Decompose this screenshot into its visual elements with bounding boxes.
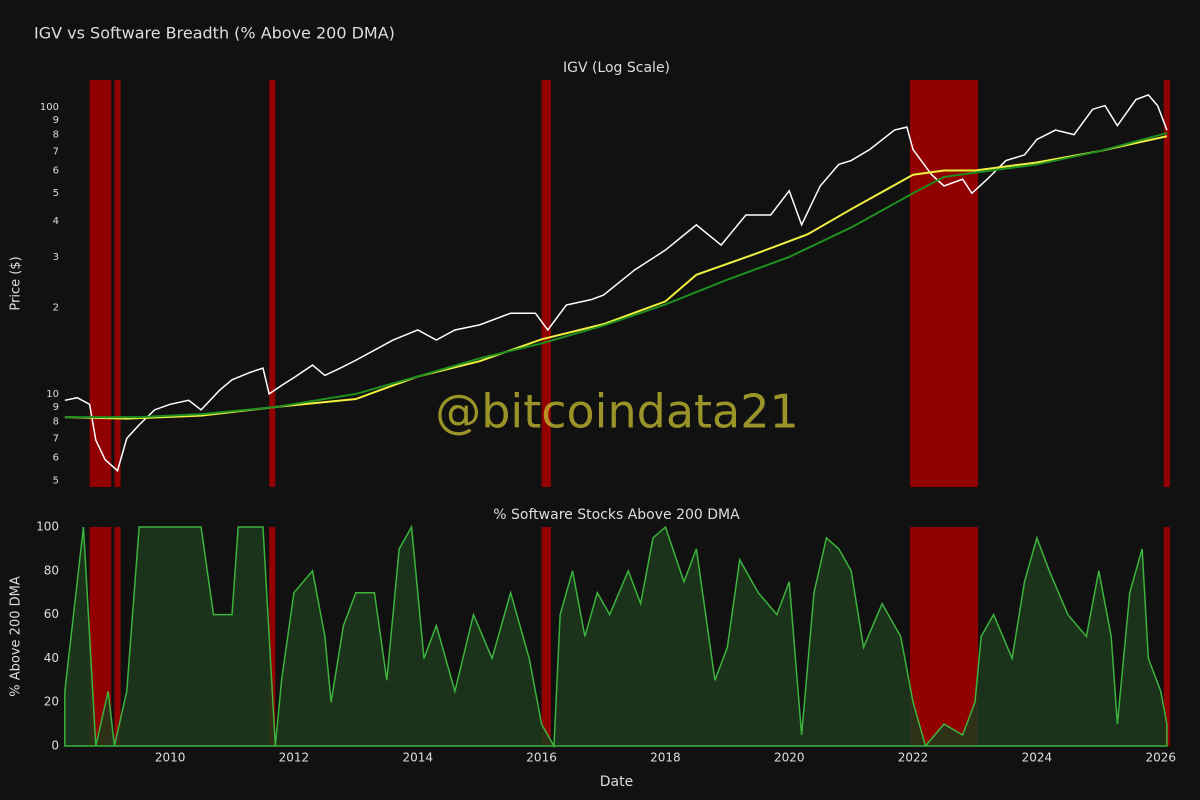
highlight-region bbox=[114, 527, 121, 746]
y-tick-label: 5 bbox=[53, 475, 59, 486]
y-tick-label: 7 bbox=[53, 433, 59, 444]
y-tick-label: 9 bbox=[53, 402, 59, 413]
x-tick-label: 2012 bbox=[279, 751, 310, 765]
highlight-region bbox=[114, 80, 121, 487]
y-tick-label: 100 bbox=[36, 520, 59, 534]
watermark: @bitcoindata21 bbox=[435, 385, 799, 439]
y-tick-label: 4 bbox=[53, 216, 59, 227]
y-tick-label: 60 bbox=[44, 607, 59, 621]
x-tick-label: 2022 bbox=[898, 751, 929, 765]
y-tick-label: 10 bbox=[46, 389, 59, 400]
y-tick-label: 40 bbox=[44, 651, 59, 665]
x-axis-label: Date bbox=[600, 774, 633, 790]
highlight-region bbox=[541, 80, 551, 487]
highlight-region bbox=[909, 527, 979, 746]
x-tick-label: 2016 bbox=[526, 751, 557, 765]
x-tick-label: 2024 bbox=[1022, 751, 1053, 765]
y-tick-label: 7 bbox=[53, 146, 59, 157]
highlight-region bbox=[89, 527, 112, 746]
y-tick-label: 5 bbox=[53, 188, 59, 199]
area bbox=[64, 524, 1168, 749]
y-axis-label: Price ($) bbox=[9, 256, 24, 310]
highlight-region bbox=[269, 527, 276, 746]
y-tick-label: 3 bbox=[53, 252, 59, 263]
y-tick-label: 80 bbox=[44, 563, 59, 577]
chart-title: IGV vs Software Breadth (% Above 200 DMA… bbox=[34, 24, 395, 43]
subplot-title: % Software Stocks Above 200 DMA bbox=[493, 507, 740, 523]
y-tick-label: 6 bbox=[53, 453, 59, 464]
highlight-region bbox=[89, 80, 112, 487]
y-tick-label: 8 bbox=[53, 417, 59, 428]
highlight-region bbox=[909, 80, 979, 487]
y-tick-label: 100 bbox=[40, 102, 59, 113]
highlight-region bbox=[541, 527, 551, 746]
highlight-region bbox=[269, 80, 276, 487]
line bbox=[64, 94, 1168, 473]
y-tick-label: 6 bbox=[53, 166, 59, 177]
y-tick-label: 8 bbox=[53, 130, 59, 141]
x-tick-label: 2026 bbox=[1145, 751, 1176, 765]
y-axis-label: % Above 200 DMA bbox=[9, 576, 24, 697]
subplot-title: IGV (Log Scale) bbox=[563, 60, 670, 76]
y-tick-label: 2 bbox=[53, 302, 59, 313]
line bbox=[64, 132, 1168, 419]
x-tick-label: 2014 bbox=[402, 751, 433, 765]
x-tick-label: 2010 bbox=[155, 751, 186, 765]
y-tick-label: 20 bbox=[44, 695, 59, 709]
y-tick-label: 0 bbox=[51, 739, 59, 753]
y-tick-label: 9 bbox=[53, 115, 59, 126]
x-tick-label: 2020 bbox=[774, 751, 805, 765]
x-tick-label: 2018 bbox=[650, 751, 681, 765]
highlight-region bbox=[1163, 527, 1170, 746]
highlight-region bbox=[1163, 80, 1170, 487]
